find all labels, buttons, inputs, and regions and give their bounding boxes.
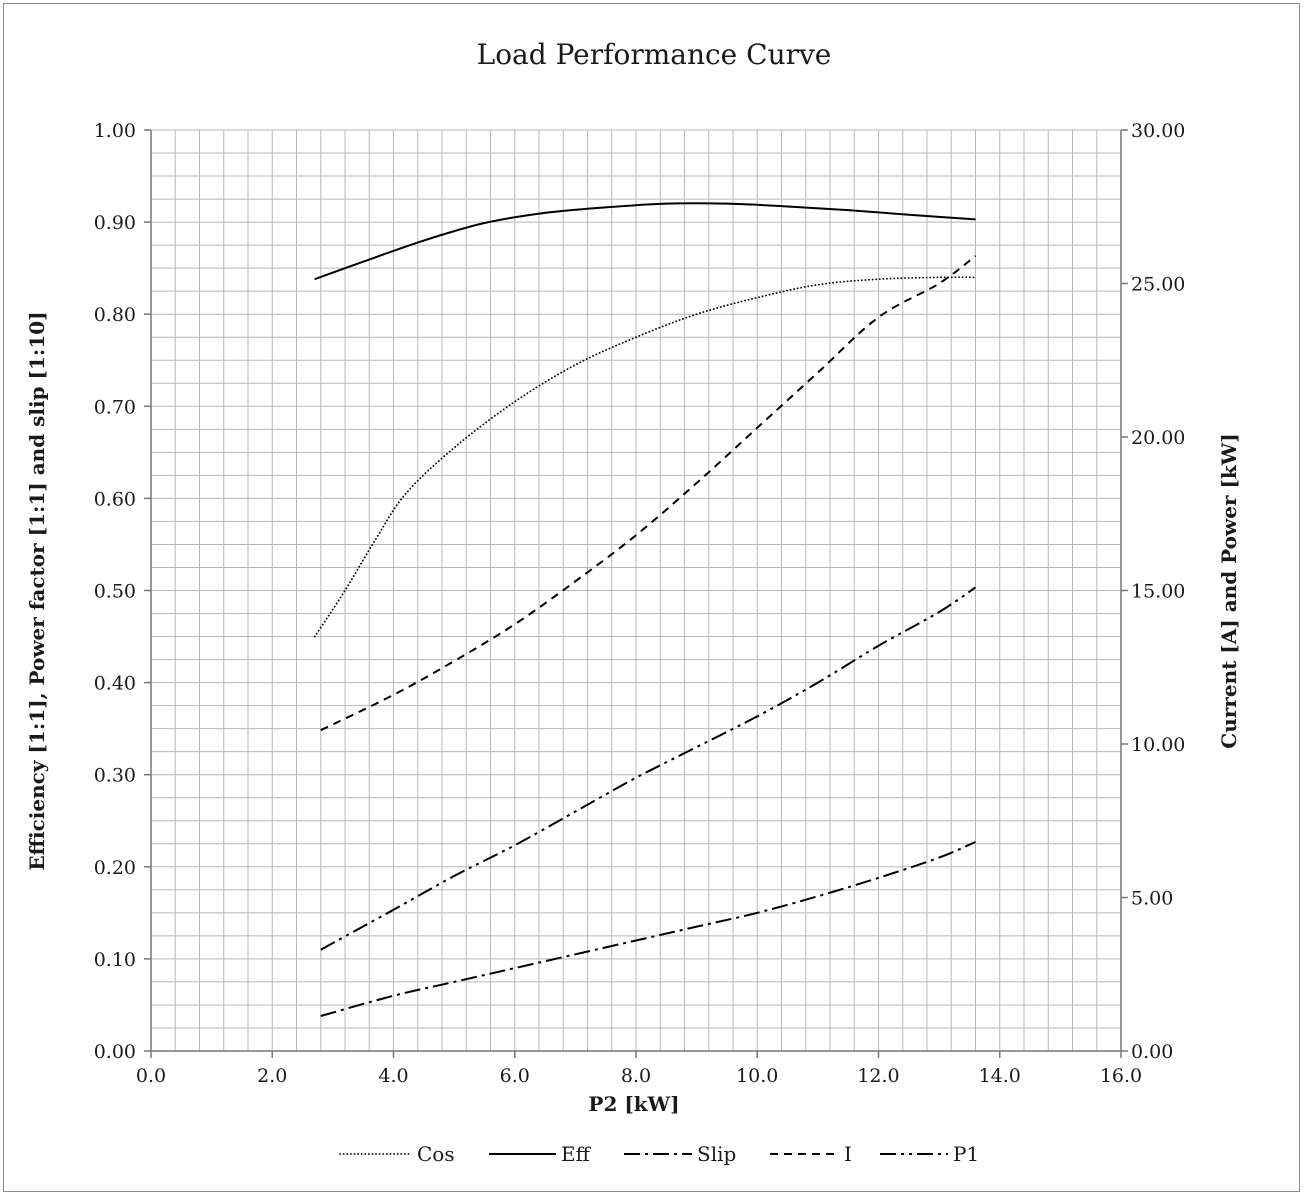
x-tick-label: 0.0 [136,1065,166,1087]
y-left-tick-label: 0.60 [94,488,136,510]
legend-label: I [844,1142,852,1166]
y-left-tick-label: 0.00 [94,1041,136,1063]
y-right-tick-label: 5.00 [1131,888,1173,910]
y-right-tick-label: 25.00 [1131,274,1185,296]
chart-frame: 0.0 2.0 4.0 6.0 8.0 10.0 12.0 14.0 16.0 0.00 0.10 0… [3,3,1300,1192]
y-right-tick-label: 20.00 [1131,427,1185,449]
x-tick-label: 2.0 [257,1065,287,1087]
series-line-eff [314,202,976,281]
x-tick-label: 14.0 [979,1065,1021,1087]
y-left-tick-label: 0.40 [94,673,136,695]
y-axis-left-label: Efficiency [1:1], Power factor [1:1] and… [25,311,49,870]
series-line-i [320,255,977,732]
x-tick-label: 12.0 [857,1065,899,1087]
x-tick-label: 8.0 [621,1065,651,1087]
legend-label: Slip [697,1142,736,1166]
y-left-tick-label: 1.00 [94,120,136,142]
legend-label: P1 [953,1142,979,1166]
y-right-tick-label: 0.00 [1131,1041,1173,1063]
series-line-slip [320,841,976,1017]
y-left-tick-label: 0.30 [94,765,136,787]
legend-label: Eff [561,1142,592,1166]
x-tick-label: 4.0 [378,1065,408,1087]
axes: 0.0 2.0 4.0 6.0 8.0 10.0 12.0 14.0 16.00.000.100… [94,120,1186,1087]
legend-item-cos: Cos [339,1142,455,1166]
y-axis-right-label: Current [A] and Power [kW] [1217,433,1241,748]
x-axis-label: P2 [kW] [588,1092,679,1116]
x-tick-label: 6.0 [500,1065,530,1087]
legend-item-i: I [770,1142,852,1166]
x-tick-label: 16.0 [1100,1065,1142,1087]
grid [150,129,1122,1052]
legend: Cos Eff Slip I P1 [339,1142,979,1166]
y-left-tick-label: 0.80 [94,304,136,326]
y-left-tick-label: 0.50 [94,581,136,603]
y-right-tick-label: 10.00 [1131,734,1185,756]
legend-item-eff: Eff [489,1142,592,1166]
y-right-tick-label: 30.00 [1131,120,1185,142]
y-left-tick-label: 0.10 [94,949,136,971]
load-performance-chart: 0.0 2.0 4.0 6.0 8.0 10.0 12.0 14.0 16.00.000.100… [25,38,1241,1166]
x-tick-label: 10.0 [736,1065,778,1087]
y-left-tick-label: 0.20 [94,857,136,879]
y-left-tick-label: 0.90 [94,212,136,234]
legend-item-p1: P1 [880,1142,979,1166]
y-left-tick-label: 0.70 [94,396,136,418]
legend-label: Cos [417,1142,455,1166]
y-right-tick-label: 15.00 [1131,581,1185,603]
chart-title: Load Performance Curve [477,38,832,71]
series-line-p1 [320,586,977,951]
series-lines [313,202,977,1017]
legend-item-slip: Slip [624,1142,736,1166]
series-line-cos [313,276,977,638]
